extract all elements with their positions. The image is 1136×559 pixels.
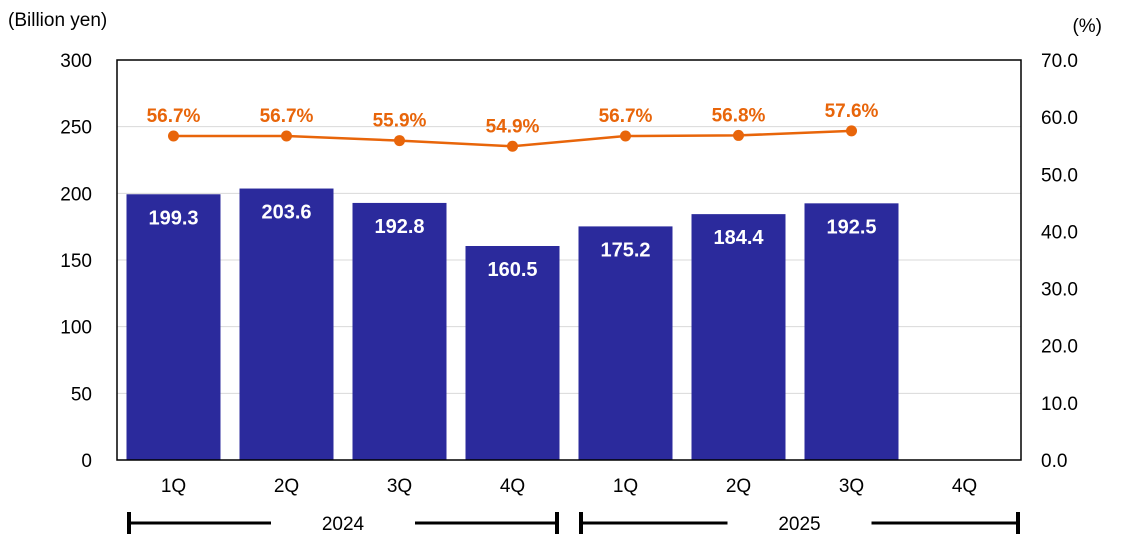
- bar-value-label: 192.5: [826, 216, 876, 238]
- bar-value-label: 203.6: [261, 202, 311, 224]
- bar-value-label: 192.8: [374, 216, 424, 238]
- left-axis-tick-label: 50: [71, 384, 92, 405]
- ratio-value-label: 56.7%: [599, 106, 653, 127]
- ratio-point: [846, 125, 857, 137]
- x-axis-category-label: 4Q: [952, 476, 977, 497]
- ratio-point: [168, 130, 179, 142]
- ratio-line-series: 56.7% 56.7% 55.9% 54.9% 56.7% 56.8% 57.6%: [147, 101, 879, 152]
- ratio-value-label: 54.9%: [486, 116, 540, 137]
- bar: [352, 202, 447, 460]
- x-axis-category-label: 1Q: [613, 476, 638, 497]
- bar: [126, 194, 221, 460]
- axes: 0 50 100 150 200 250 300 0.0 10.0 20.0 30.0 40.0 50.…: [60, 51, 1078, 497]
- ratio-point: [394, 135, 405, 147]
- bar-value-label: 184.4: [713, 227, 764, 249]
- ratio-value-label: 55.9%: [373, 111, 427, 132]
- bar: [691, 214, 786, 460]
- left-axis-unit-label: (Billion yen): [8, 10, 107, 31]
- left-axis-tick-label: 300: [60, 51, 92, 72]
- ratio-value-label: 57.6%: [825, 101, 879, 122]
- right-axis-tick-label: 0.0: [1041, 451, 1067, 472]
- ratio-value-label: 56.7%: [260, 106, 314, 127]
- left-axis-tick-label: 250: [60, 118, 92, 139]
- bar: [578, 226, 673, 460]
- year-group-label: 2025: [778, 514, 820, 535]
- bar: [239, 188, 334, 461]
- bar: [465, 246, 560, 460]
- right-axis-unit-label: (%): [1072, 16, 1102, 37]
- year-group-brackets: 2024 2025: [127, 512, 1020, 535]
- bars: 199.3 203.6 192.8 160.5 175.2 184.4 192.5: [126, 188, 899, 461]
- ratio-point: [507, 140, 518, 152]
- left-axis-tick-label: 150: [60, 251, 92, 272]
- x-axis-category-label: 1Q: [161, 476, 186, 497]
- ratio-point: [620, 130, 631, 142]
- x-axis-category-label: 4Q: [500, 476, 525, 497]
- bar-value-label: 175.2: [600, 239, 650, 261]
- ratio-point: [281, 130, 292, 142]
- right-axis-tick-label: 50.0: [1041, 165, 1078, 186]
- right-axis-tick-label: 30.0: [1041, 280, 1078, 301]
- year-group-label: 2024: [322, 514, 365, 535]
- x-axis-category-label: 3Q: [387, 476, 412, 497]
- x-axis-category-label: 2Q: [274, 476, 299, 497]
- bar: [804, 203, 899, 461]
- bar-value-label: 160.5: [487, 259, 537, 281]
- x-axis-category-label: 2Q: [726, 476, 751, 497]
- right-axis-tick-label: 60.0: [1041, 108, 1078, 129]
- x-axis-category-label: 3Q: [839, 476, 864, 497]
- ratio-point: [733, 129, 744, 141]
- plot-area-frame: [116, 59, 1022, 461]
- bar-value-label: 199.3: [148, 207, 198, 229]
- left-axis-tick-label: 100: [60, 318, 92, 339]
- right-axis-tick-label: 20.0: [1041, 337, 1078, 358]
- right-axis-tick-label: 70.0: [1041, 51, 1078, 72]
- ratio-value-label: 56.7%: [147, 106, 201, 127]
- ratio-value-label: 56.8%: [712, 105, 766, 126]
- left-axis-tick-label: 200: [60, 184, 92, 205]
- left-axis-tick-label: 0: [81, 451, 92, 472]
- right-axis-tick-label: 10.0: [1041, 394, 1078, 415]
- right-axis-tick-label: 40.0: [1041, 222, 1078, 243]
